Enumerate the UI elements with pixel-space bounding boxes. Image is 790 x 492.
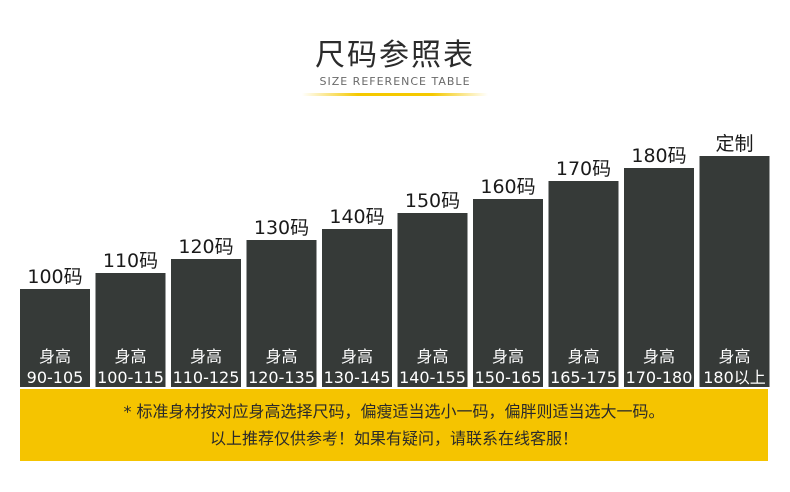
bar-height-label-0: 身高 — [39, 347, 71, 366]
size-label-4: 140码 — [329, 206, 384, 228]
title-underline — [302, 93, 488, 96]
bar-3 — [246, 240, 317, 387]
height-range-9: 180以上 — [703, 368, 766, 387]
height-range-0: 90-105 — [27, 368, 84, 387]
bar-height-label-5: 身高 — [416, 347, 448, 366]
height-range-1: 100-115 — [97, 368, 164, 387]
bar-height-label-3: 身高 — [265, 347, 297, 366]
height-range-8: 170-180 — [626, 368, 693, 387]
size-note-line-2: 以上推荐仅供参考！如果有疑问，请联系在线客服！ — [209, 429, 578, 448]
size-label-0: 100码 — [27, 266, 82, 288]
bar-0 — [20, 289, 90, 387]
size-label-2: 120码 — [178, 236, 233, 258]
height-range-7: 165-175 — [550, 368, 617, 387]
bar-height-label-8: 身高 — [643, 347, 675, 366]
bar-height-label-7: 身高 — [567, 347, 599, 366]
height-range-4: 130-145 — [324, 368, 391, 387]
chart-title: 尺码参照表 — [315, 38, 475, 73]
size-label-8: 180码 — [631, 145, 686, 167]
bar-1 — [95, 273, 166, 387]
size-note-line-1: * 标准身材按对应身高选择尺码，偏瘦适当选小一码，偏胖则适当选大一码。 — [123, 402, 665, 421]
size-label-6: 160码 — [480, 176, 535, 198]
bar-2 — [171, 259, 241, 387]
size-label-9: 定制 — [715, 133, 753, 155]
height-range-5: 140-155 — [399, 368, 466, 387]
bar-height-label-6: 身高 — [492, 347, 524, 366]
bar-height-label-9: 身高 — [718, 347, 750, 366]
bar-height-label-1: 身高 — [114, 347, 146, 366]
bar-height-label-2: 身高 — [190, 347, 222, 366]
size-label-1: 110码 — [103, 250, 158, 272]
size-label-3: 130码 — [254, 217, 309, 239]
bar-6 — [473, 199, 543, 387]
height-range-3: 120-135 — [248, 368, 315, 387]
bar-5 — [397, 213, 468, 387]
height-range-6: 150-165 — [475, 368, 542, 387]
bar-height-label-4: 身高 — [341, 347, 373, 366]
size-label-5: 150码 — [405, 190, 460, 212]
bar-8 — [624, 168, 694, 387]
bar-7 — [548, 181, 619, 387]
chart-subtitle: SIZE REFERENCE TABLE — [319, 75, 471, 88]
size-label-7: 170码 — [556, 158, 611, 180]
height-range-2: 110-125 — [173, 368, 240, 387]
size-note-box: * 标准身材按对应身高选择尺码，偏瘦适当选小一码，偏胖则适当选大一码。 以上推荐… — [20, 389, 768, 461]
bar-9 — [699, 156, 770, 387]
bar-4 — [322, 229, 392, 387]
